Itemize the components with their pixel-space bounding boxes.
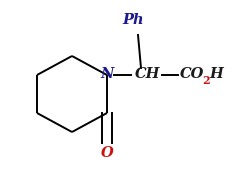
Text: N: N <box>100 67 114 81</box>
Text: Ph: Ph <box>122 13 144 27</box>
Text: 2: 2 <box>202 75 210 85</box>
Text: O: O <box>101 146 113 160</box>
Text: CH: CH <box>135 67 161 81</box>
Text: H: H <box>209 67 223 81</box>
Text: CO: CO <box>180 67 204 81</box>
